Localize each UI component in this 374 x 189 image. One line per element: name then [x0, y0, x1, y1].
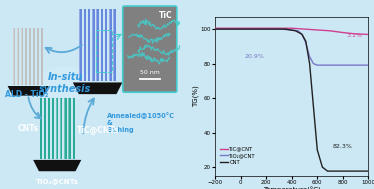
Bar — [17, 28, 18, 85]
Ellipse shape — [56, 98, 58, 99]
Bar — [64, 98, 65, 159]
Text: Annealed@1050°C
&
Etching: Annealed@1050°C & Etching — [107, 112, 175, 133]
Bar — [101, 9, 103, 81]
Ellipse shape — [41, 28, 43, 29]
Ellipse shape — [48, 98, 50, 99]
Text: TiC: TiC — [159, 11, 173, 20]
X-axis label: Temperature(°C): Temperature(°C) — [263, 186, 321, 189]
Bar — [25, 28, 27, 85]
Text: CNTs: CNTs — [18, 124, 39, 133]
Bar — [48, 98, 50, 159]
Ellipse shape — [38, 66, 92, 102]
Text: TiC@CNTs: TiC@CNTs — [77, 126, 119, 135]
Bar — [68, 98, 71, 159]
Polygon shape — [73, 82, 122, 94]
Bar — [52, 98, 54, 159]
Bar — [96, 9, 97, 81]
Text: TiO₂@CNTs: TiO₂@CNTs — [36, 178, 79, 184]
Ellipse shape — [21, 28, 23, 29]
Ellipse shape — [113, 9, 116, 10]
Ellipse shape — [40, 98, 42, 99]
Bar — [64, 98, 67, 159]
Bar — [29, 28, 30, 85]
Ellipse shape — [60, 98, 62, 99]
Ellipse shape — [25, 28, 27, 29]
Polygon shape — [33, 160, 81, 171]
Bar — [60, 98, 61, 159]
Ellipse shape — [33, 28, 35, 29]
Text: In-situ
synthesis: In-situ synthesis — [39, 72, 91, 94]
Bar — [105, 9, 107, 81]
Ellipse shape — [64, 98, 67, 99]
Bar — [80, 9, 82, 81]
Bar — [113, 9, 114, 81]
Bar — [84, 9, 86, 81]
Bar — [21, 28, 22, 85]
Ellipse shape — [92, 9, 95, 10]
Bar — [68, 98, 69, 159]
Ellipse shape — [68, 98, 71, 99]
Bar — [56, 98, 58, 159]
Bar — [88, 9, 90, 81]
Ellipse shape — [37, 28, 39, 29]
Text: 3.1%: 3.1% — [347, 33, 362, 38]
Bar — [21, 28, 23, 85]
Ellipse shape — [73, 98, 75, 99]
Ellipse shape — [101, 9, 103, 10]
Bar — [113, 9, 116, 81]
Bar — [13, 28, 14, 85]
Y-axis label: TG(%): TG(%) — [193, 85, 199, 107]
Ellipse shape — [84, 9, 86, 10]
Bar — [109, 9, 110, 81]
Bar — [109, 9, 111, 81]
Polygon shape — [7, 86, 49, 96]
Ellipse shape — [96, 9, 99, 10]
Text: 50 nm: 50 nm — [140, 70, 160, 75]
Bar — [29, 28, 31, 85]
Ellipse shape — [44, 98, 46, 99]
Bar — [37, 28, 39, 85]
Bar — [88, 9, 89, 81]
Ellipse shape — [17, 28, 19, 29]
Ellipse shape — [88, 9, 90, 10]
Ellipse shape — [13, 28, 15, 29]
Bar — [41, 28, 43, 85]
Bar — [13, 28, 15, 85]
Bar — [33, 28, 35, 85]
Bar — [92, 9, 93, 81]
Ellipse shape — [52, 98, 54, 99]
Ellipse shape — [105, 9, 107, 10]
Ellipse shape — [109, 9, 111, 10]
Bar — [73, 98, 75, 159]
Bar — [44, 98, 46, 159]
Bar — [96, 9, 99, 81]
Bar — [17, 28, 19, 85]
Ellipse shape — [80, 9, 82, 10]
Bar — [92, 9, 95, 81]
Ellipse shape — [29, 28, 31, 29]
FancyBboxPatch shape — [123, 6, 177, 92]
Text: 20.9%: 20.9% — [245, 54, 264, 59]
Text: 82.3%: 82.3% — [332, 144, 352, 149]
Text: ALD - TiO₂: ALD - TiO₂ — [5, 90, 48, 99]
Bar — [96, 30, 112, 72]
Bar — [60, 98, 62, 159]
Legend: TiC@CNT, TiO₂@CNT, CNT: TiC@CNT, TiO₂@CNT, CNT — [218, 144, 258, 167]
Bar — [40, 98, 42, 159]
